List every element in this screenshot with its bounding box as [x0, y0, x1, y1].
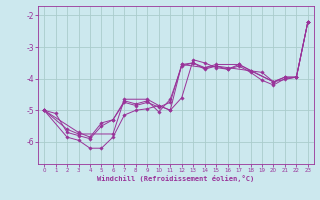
- X-axis label: Windchill (Refroidissement éolien,°C): Windchill (Refroidissement éolien,°C): [97, 175, 255, 182]
